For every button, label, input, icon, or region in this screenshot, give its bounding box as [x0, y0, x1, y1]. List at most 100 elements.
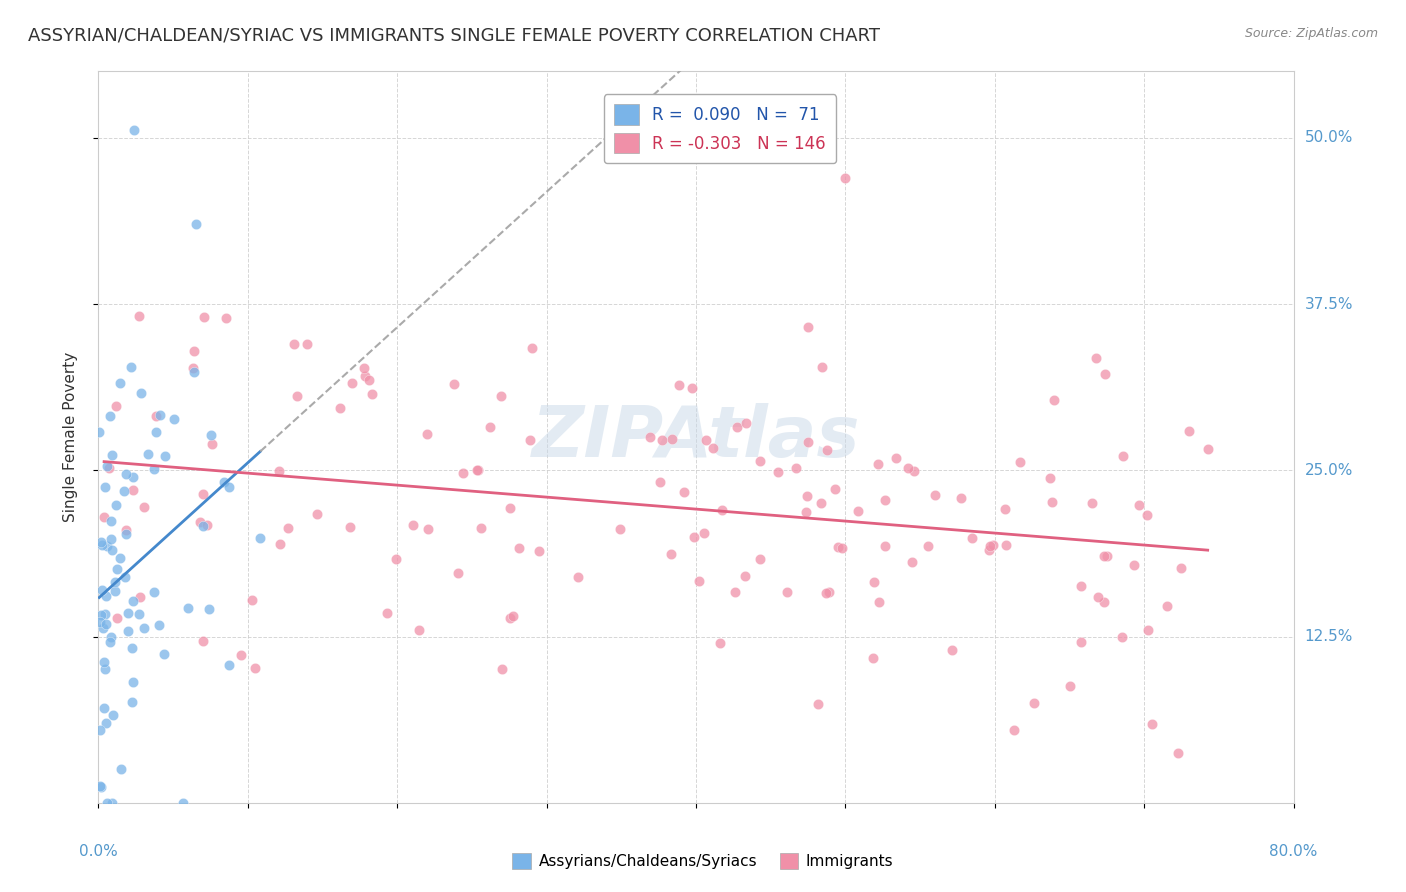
Point	[527, 543, 550, 558]
Text: ZIPAtlas: ZIPAtlas	[531, 402, 860, 472]
Point	[94, 607, 117, 621]
Point	[794, 505, 817, 519]
Point	[638, 430, 661, 444]
Point	[711, 502, 734, 516]
Point	[818, 585, 841, 599]
Point	[89, 425, 111, 439]
Point	[143, 585, 166, 599]
Point	[121, 483, 143, 498]
Point	[499, 500, 522, 515]
Point	[101, 796, 124, 810]
Point	[402, 517, 425, 532]
Point	[134, 621, 156, 635]
Point	[1070, 579, 1092, 593]
Point	[810, 496, 832, 510]
Point	[734, 569, 756, 583]
Point	[94, 617, 117, 632]
Point	[91, 538, 114, 552]
Point	[1084, 351, 1107, 366]
Point	[267, 464, 290, 478]
Point	[340, 376, 363, 390]
Point	[122, 674, 145, 689]
Point	[824, 482, 846, 496]
Point	[200, 427, 222, 442]
Point	[269, 536, 291, 550]
Point	[297, 337, 319, 351]
Point	[1070, 634, 1092, 648]
Point	[136, 447, 159, 461]
Point	[873, 492, 896, 507]
Point	[1197, 442, 1219, 457]
Point	[1002, 723, 1025, 738]
Point	[245, 661, 267, 675]
Point	[117, 624, 139, 639]
Point	[941, 642, 963, 657]
Point	[89, 723, 111, 737]
Point	[994, 501, 1017, 516]
Point	[886, 451, 908, 466]
Point	[900, 555, 922, 569]
Legend: R =  0.090   N =  71, R = -0.303   N = 146: R = 0.090 N = 71, R = -0.303 N = 146	[605, 95, 835, 163]
Point	[93, 510, 115, 524]
Point	[117, 606, 139, 620]
Point	[108, 551, 131, 566]
Point	[96, 539, 118, 553]
Point	[950, 491, 973, 505]
Point	[145, 425, 167, 439]
Point	[520, 341, 543, 355]
Point	[609, 522, 631, 536]
Point	[132, 500, 155, 514]
Point	[104, 499, 127, 513]
Point	[172, 796, 194, 810]
Point	[1136, 623, 1159, 637]
Point	[1170, 561, 1192, 575]
Point	[214, 475, 236, 489]
Point	[112, 483, 135, 498]
Point	[201, 437, 224, 451]
Text: 12.5%: 12.5%	[1305, 629, 1353, 644]
Point	[470, 521, 492, 535]
Point	[499, 610, 522, 624]
Point	[725, 419, 748, 434]
Point	[105, 562, 128, 576]
Point	[766, 465, 789, 479]
Point	[214, 311, 236, 326]
Point	[229, 648, 252, 663]
Point	[377, 607, 399, 621]
Point	[1039, 471, 1062, 485]
Point	[89, 779, 111, 793]
Point	[672, 485, 695, 500]
Point	[451, 466, 474, 480]
Point	[360, 387, 382, 401]
Point	[903, 464, 925, 478]
Point	[681, 381, 703, 395]
Point	[1010, 455, 1032, 469]
Point	[128, 309, 150, 323]
Point	[465, 463, 488, 477]
Text: 0.0%: 0.0%	[79, 845, 118, 860]
Point	[897, 461, 920, 475]
Point	[1140, 717, 1163, 731]
Point	[979, 539, 1001, 553]
Point	[96, 458, 118, 473]
Point	[1112, 449, 1135, 463]
Point	[384, 551, 406, 566]
Point	[121, 695, 143, 709]
Point	[1043, 392, 1066, 407]
Point	[1087, 590, 1109, 604]
Point	[105, 611, 128, 625]
Point	[93, 701, 115, 715]
Point	[353, 368, 375, 383]
Point	[478, 419, 501, 434]
Text: 80.0%: 80.0%	[1270, 845, 1317, 860]
Point	[868, 457, 890, 471]
Point	[796, 489, 818, 503]
Point	[153, 648, 176, 662]
Point	[131, 385, 153, 400]
Point	[567, 570, 589, 584]
Point	[1092, 595, 1115, 609]
Point	[776, 585, 799, 599]
Point	[862, 651, 884, 665]
Point	[121, 641, 143, 656]
Point	[995, 537, 1018, 551]
